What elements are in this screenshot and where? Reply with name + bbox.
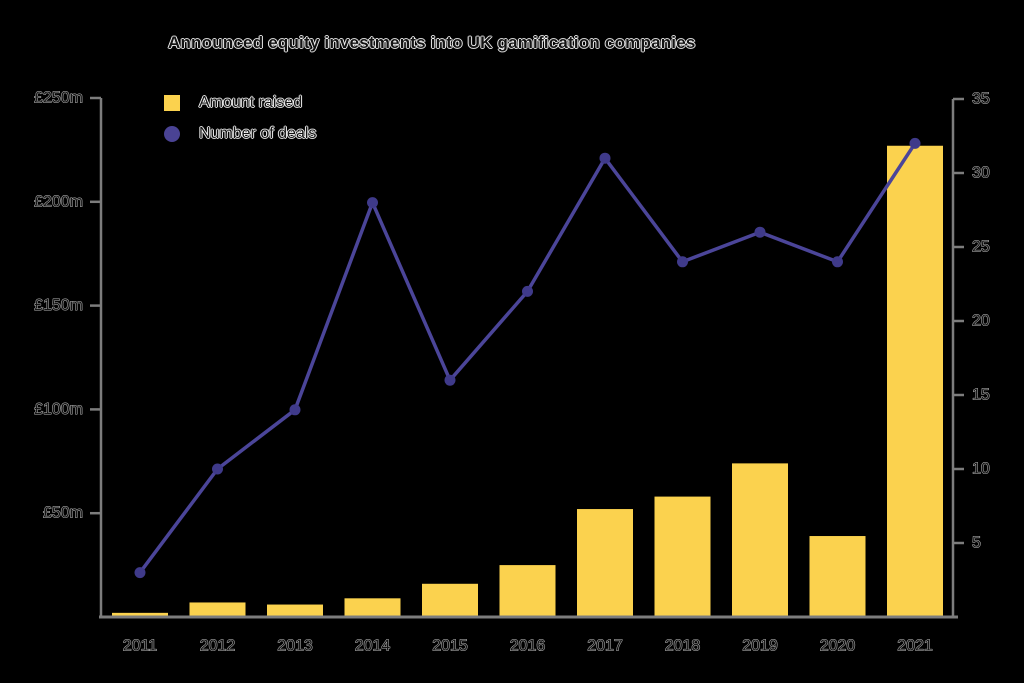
legend-label-number-of-deals: Number of deals (199, 125, 317, 142)
left-tick-label-250: £250m (34, 90, 83, 107)
bar-2018 (654, 496, 711, 617)
deals-point-2013 (289, 404, 301, 416)
x-tick-label-2021: 2021 (897, 638, 933, 655)
x-tick-label-2015: 2015 (432, 638, 468, 655)
deals-point-2015 (444, 374, 456, 386)
x-tick-label-2012: 2012 (200, 638, 236, 655)
left-tick-label-50: £50m (43, 505, 83, 522)
deals-point-2012 (212, 463, 223, 475)
right-tick-label-5: 5 (972, 535, 981, 552)
deals-point-2017 (599, 152, 611, 164)
right-tick-label-30: 30 (972, 165, 990, 182)
bar-2017 (577, 509, 633, 617)
deals-point-2014 (367, 197, 378, 209)
bar-2012 (189, 602, 246, 617)
right-tick-label-15: 15 (972, 387, 990, 404)
amount-raised-swatch-icon (164, 95, 180, 111)
deals-point-2021 (909, 137, 921, 149)
bar-2013 (267, 604, 323, 617)
x-tick-label-2016: 2016 (510, 638, 546, 655)
deals-point-2011 (134, 567, 146, 579)
chart-title: Announced equity investments into UK gam… (168, 33, 696, 52)
bar-2011 (112, 612, 168, 617)
legend-item-amount-raised: Amount raised (164, 95, 316, 111)
right-tick-label-25: 25 (972, 239, 990, 256)
left-tick-label-100: £100m (34, 401, 83, 418)
right-tick-label-35: 35 (972, 91, 990, 108)
legend-label-amount-raised: Amount raised (199, 94, 303, 111)
bar-2016 (499, 565, 556, 617)
bar-2015 (422, 583, 478, 617)
deals-point-2020 (832, 256, 843, 268)
deals-point-2016 (522, 285, 533, 297)
x-tick-label-2014: 2014 (355, 638, 391, 655)
x-tick-label-2019: 2019 (742, 638, 778, 655)
bar-2020 (809, 536, 866, 617)
deals-line (138, 141, 917, 575)
bar-2014 (344, 598, 401, 617)
left-tick-label-150: £150m (34, 297, 83, 314)
x-tick-label-2018: 2018 (665, 638, 701, 655)
x-tick-label-2017: 2017 (587, 638, 623, 655)
legend-item-number-of-deals: Number of deals (164, 126, 316, 142)
bar-2021 (887, 145, 943, 618)
deals-point-2019 (754, 226, 766, 238)
x-tick-label-2013: 2013 (277, 638, 313, 655)
legend: Amount raised Number of deals (164, 95, 316, 157)
x-tick-label-2020: 2020 (820, 638, 856, 655)
bar-2019 (732, 463, 788, 617)
number-of-deals-swatch-icon (164, 126, 180, 142)
right-tick-label-20: 20 (972, 313, 990, 330)
x-tick-label-2011: 2011 (123, 638, 158, 655)
left-tick-label-200: £200m (34, 193, 83, 210)
right-tick-label-10: 10 (972, 461, 990, 478)
deals-point-2018 (677, 256, 688, 268)
